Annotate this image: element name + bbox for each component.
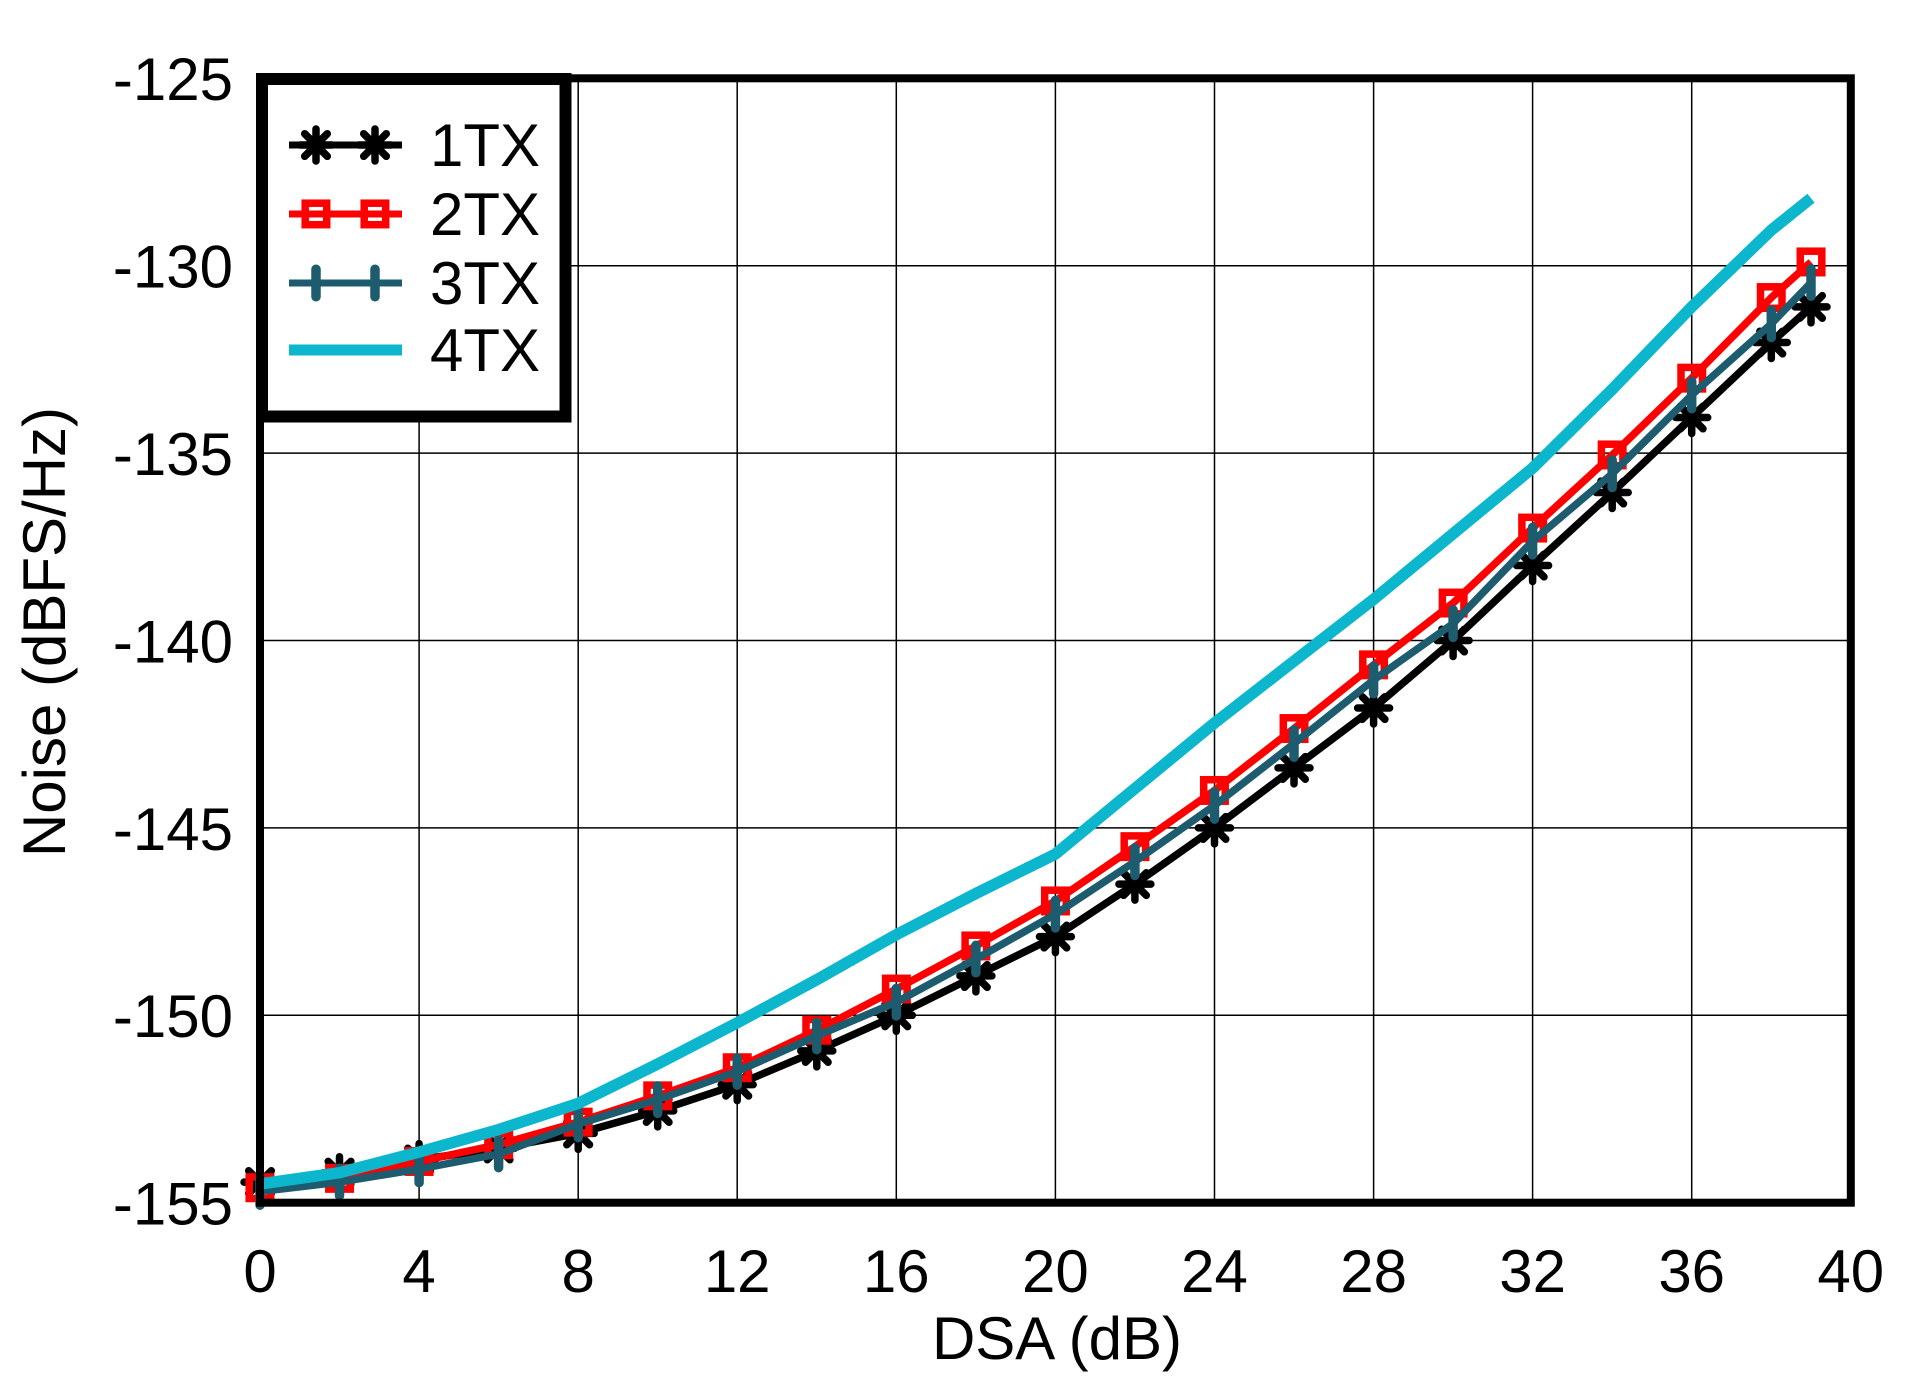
svg-text:DSA (dB): DSA (dB) [932, 1305, 1182, 1372]
svg-text:-155: -155 [113, 1171, 233, 1238]
svg-text:-125: -125 [113, 46, 233, 113]
svg-text:40: 40 [1817, 1238, 1884, 1305]
svg-text:-140: -140 [113, 608, 233, 675]
svg-text:28: 28 [1340, 1238, 1407, 1305]
svg-text:4TX: 4TX [430, 317, 540, 384]
svg-text:-150: -150 [113, 983, 233, 1050]
svg-text:-135: -135 [113, 421, 233, 488]
svg-text:20: 20 [1022, 1238, 1089, 1305]
svg-text:24: 24 [1181, 1238, 1248, 1305]
svg-text:36: 36 [1658, 1238, 1725, 1305]
svg-text:32: 32 [1499, 1238, 1566, 1305]
svg-text:16: 16 [863, 1238, 930, 1305]
svg-text:Noise (dBFS/Hz): Noise (dBFS/Hz) [11, 407, 78, 857]
svg-text:12: 12 [704, 1238, 771, 1305]
svg-text:-145: -145 [113, 796, 233, 863]
svg-text:0: 0 [243, 1238, 276, 1305]
svg-text:3TX: 3TX [430, 250, 540, 317]
svg-text:8: 8 [562, 1238, 595, 1305]
svg-text:2TX: 2TX [430, 181, 540, 248]
svg-text:4: 4 [402, 1238, 435, 1305]
svg-text:-130: -130 [113, 234, 233, 301]
svg-text:1TX: 1TX [430, 112, 540, 179]
